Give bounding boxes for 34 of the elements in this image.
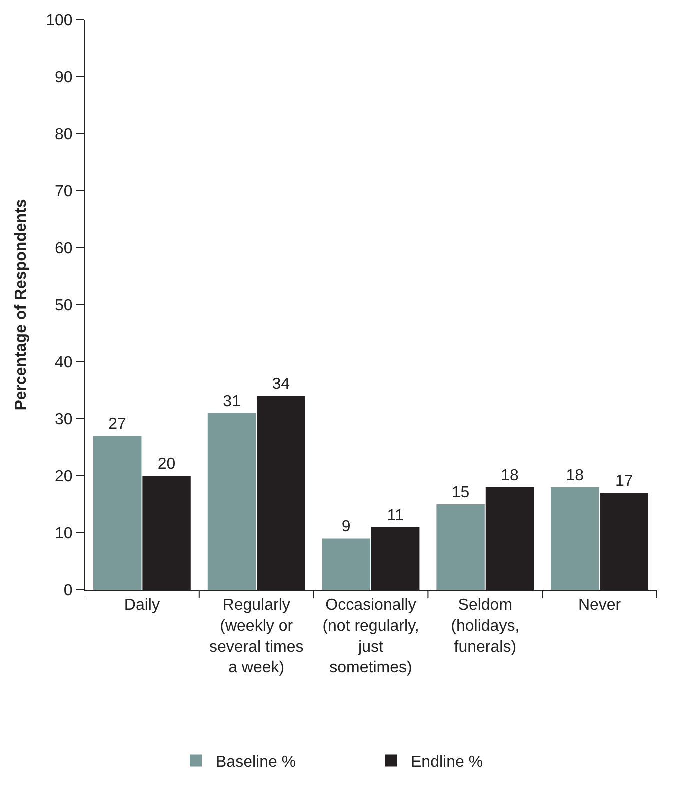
legend-label: Endline %: [411, 754, 484, 772]
data-label: 18: [566, 467, 584, 484]
bar: [322, 538, 371, 590]
y-tick-label: 80: [55, 126, 73, 144]
bar: [208, 413, 256, 590]
y-tick-label: 30: [55, 412, 73, 429]
x-tick-label: Daily: [124, 597, 160, 614]
x-tick-label: Regularly (weekly or several times a week): [209, 597, 304, 677]
data-label: 34: [272, 376, 290, 394]
y-tick-label: 40: [55, 354, 73, 372]
data-label: 15: [452, 484, 470, 502]
legend-label: Baseline %: [216, 754, 296, 772]
data-label: 20: [158, 456, 176, 473]
y-tick-label: 70: [55, 184, 73, 201]
data-label: 31: [223, 393, 241, 410]
data-label: 18: [501, 467, 519, 484]
data-label: 11: [387, 507, 404, 524]
y-tick-label: 0: [64, 582, 73, 600]
y-tick-label: 20: [55, 468, 73, 486]
data-label: 27: [108, 416, 127, 434]
data-label: 9: [342, 518, 351, 536]
x-tick-label: Occasionally (not regularly, just sometimes): [322, 597, 420, 677]
y-tick-label: 100: [46, 12, 73, 30]
y-axis-title: Percentage of Respondents: [12, 199, 30, 411]
data-label: 17: [615, 473, 634, 490]
y-tick-label: 10: [55, 526, 73, 543]
y-tick-label: 60: [55, 240, 73, 258]
bar: [94, 436, 142, 590]
y-tick-label: 50: [55, 298, 73, 315]
bar: [551, 487, 600, 590]
y-tick-label: 90: [55, 70, 73, 87]
x-tick-label: Seldom (holidays, funerals): [451, 597, 520, 656]
x-tick-label: Never: [578, 597, 622, 614]
bar: [436, 504, 485, 590]
